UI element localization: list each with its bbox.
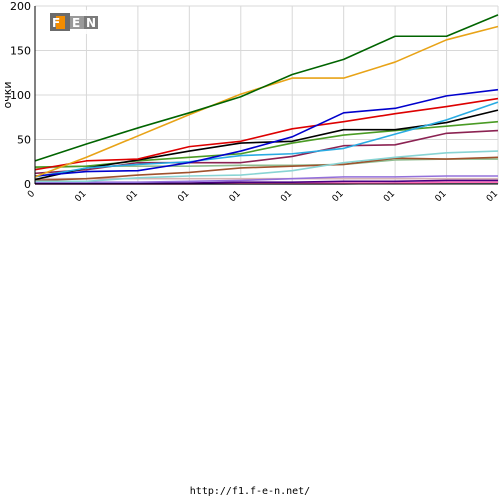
series-line xyxy=(35,150,499,183)
series-lines xyxy=(34,14,499,185)
y-tick-label: 50 xyxy=(17,134,31,147)
series-line xyxy=(35,179,498,184)
f1en-logo: F E N xyxy=(48,10,100,34)
svg-text:N: N xyxy=(86,16,96,30)
x-tick-label: 01 xyxy=(228,189,243,204)
series-line xyxy=(34,88,499,177)
series-line xyxy=(34,14,499,162)
x-tick-label: 01 xyxy=(279,189,294,204)
series-line xyxy=(34,97,499,171)
series-line xyxy=(34,109,499,181)
y-tick-label: 100 xyxy=(10,89,31,102)
x-tick-label: 01 xyxy=(125,189,140,204)
grid xyxy=(34,5,499,185)
series-line xyxy=(35,175,498,184)
y-tick-labels: 0 50 100 150 200 xyxy=(10,0,31,191)
x-tick-label: 01 xyxy=(331,189,346,204)
x-tick-labels: 0 01 01 01 01 01 01 01 01 01 xyxy=(26,189,500,204)
footer-url[interactable]: http://f1.f-e-n.net/ xyxy=(189,486,311,497)
x-tick-label: 01 xyxy=(434,189,449,204)
y-tick-label: 200 xyxy=(10,0,31,13)
x-tick-label: 01 xyxy=(176,189,191,204)
svg-text:E: E xyxy=(72,16,80,30)
x-tick-label: 0 xyxy=(26,189,37,200)
x-tick-label: 01 xyxy=(382,189,397,204)
y-axis-label: очки xyxy=(1,81,14,108)
y-tick-label: 150 xyxy=(10,45,31,58)
axes xyxy=(34,6,498,185)
x-tick-label: 01 xyxy=(485,189,500,204)
series-line xyxy=(34,101,499,178)
series-line xyxy=(34,156,499,182)
svg-text:F: F xyxy=(52,16,60,30)
x-tick-label: 01 xyxy=(73,189,88,204)
y-tick-label: 0 xyxy=(24,178,31,191)
